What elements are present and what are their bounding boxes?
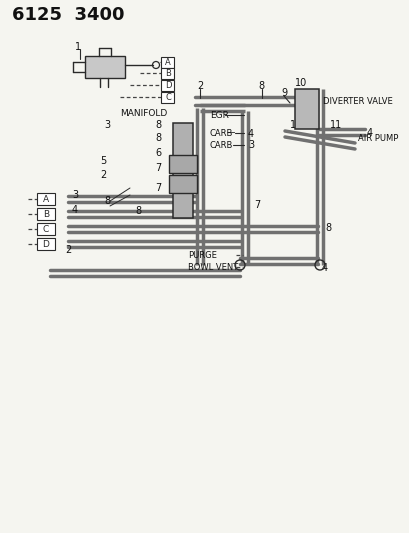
Text: 8: 8	[104, 196, 110, 206]
Text: C: C	[165, 93, 171, 101]
Text: C: C	[43, 224, 49, 233]
Text: 6: 6	[155, 148, 161, 158]
Bar	[294, 89, 318, 129]
Text: 6125  3400: 6125 3400	[12, 6, 124, 24]
Text: 2: 2	[196, 81, 203, 91]
Text: AIR PUMP: AIR PUMP	[357, 133, 398, 142]
Text: 2: 2	[100, 170, 106, 180]
Text: 9: 9	[280, 88, 286, 98]
Bar	[161, 68, 174, 78]
Text: 7: 7	[254, 200, 260, 210]
Text: 11: 11	[329, 120, 342, 130]
Text: MANIFOLD: MANIFOLD	[120, 109, 167, 117]
Text: CARB: CARB	[209, 141, 233, 149]
Text: A: A	[165, 58, 171, 67]
Text: 4: 4	[72, 205, 78, 215]
Bar	[161, 79, 174, 91]
Text: D: D	[164, 80, 171, 90]
Text: 8: 8	[155, 133, 161, 143]
Text: DIVERTER VALVE: DIVERTER VALVE	[322, 96, 392, 106]
Text: 12: 12	[289, 120, 302, 130]
Bar	[37, 208, 55, 220]
Bar	[161, 56, 174, 68]
Text: 1: 1	[75, 42, 81, 52]
Bar	[169, 155, 196, 173]
Bar	[37, 238, 55, 250]
Bar	[37, 223, 55, 235]
Text: 8: 8	[324, 223, 330, 233]
Text: 3: 3	[104, 120, 110, 130]
Text: B: B	[165, 69, 171, 77]
Text: 4: 4	[247, 129, 254, 139]
Bar	[37, 193, 55, 205]
Text: —: —	[227, 128, 235, 138]
Text: CARB: CARB	[209, 128, 233, 138]
Text: 8: 8	[155, 120, 161, 130]
Text: 8: 8	[135, 206, 141, 216]
Bar	[169, 175, 196, 193]
Text: B: B	[43, 209, 49, 219]
Text: A: A	[43, 195, 49, 204]
Text: D: D	[43, 239, 49, 248]
Bar	[161, 92, 174, 102]
Text: 8: 8	[257, 81, 263, 91]
Text: 5: 5	[100, 156, 106, 166]
Text: 3: 3	[247, 140, 254, 150]
Text: 7: 7	[155, 163, 161, 173]
Text: EGR: EGR	[209, 110, 228, 119]
Text: 3: 3	[72, 190, 78, 200]
Text: 4: 4	[366, 128, 372, 138]
Text: BOWL VENT: BOWL VENT	[188, 262, 238, 271]
Text: 2: 2	[65, 245, 71, 255]
Text: 10: 10	[294, 78, 306, 88]
Text: 4: 4	[321, 263, 327, 273]
Text: PURGE: PURGE	[188, 251, 216, 260]
Bar	[85, 56, 125, 78]
Bar	[173, 123, 193, 218]
Text: 7: 7	[155, 183, 161, 193]
